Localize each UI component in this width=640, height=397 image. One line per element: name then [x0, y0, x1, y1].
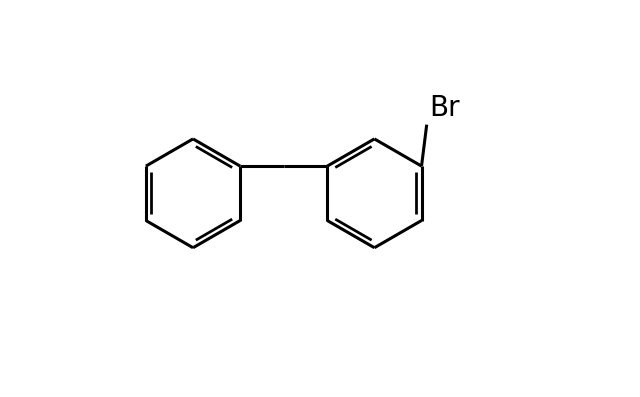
Text: Br: Br: [429, 94, 460, 122]
